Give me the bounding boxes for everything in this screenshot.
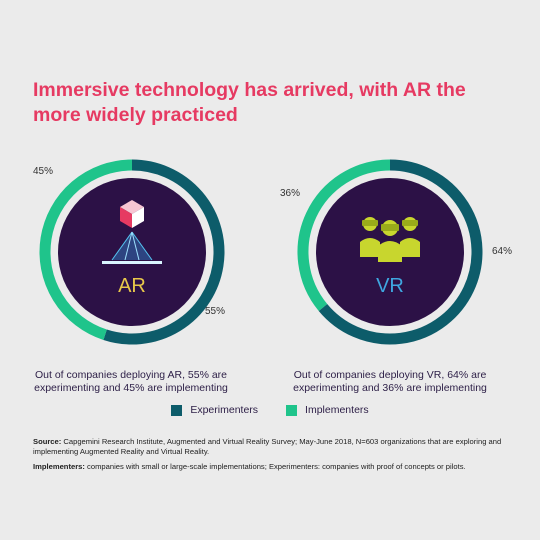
- vr-experimenters-percent: 64%: [492, 246, 513, 257]
- source-note: Source: Capgemini Research Institute, Au…: [33, 437, 502, 456]
- vr-implementers-arc: [297, 159, 391, 311]
- ar-implementers-percent: 45%: [33, 166, 54, 177]
- ar-donut-chart: AR: [39, 159, 225, 345]
- vr-experimenters-arc: [318, 159, 483, 345]
- ar-label: AR: [118, 275, 146, 297]
- legend-item-implementers: Implementers: [286, 404, 369, 416]
- ar-cube-projection-icon: [102, 200, 162, 264]
- implementers-swatch: [286, 404, 298, 416]
- experimenters-swatch: [171, 404, 183, 416]
- vr-caption: Out of companies deploying VR, 64% are e…: [293, 368, 487, 394]
- legend: Experimenters Implementers: [0, 404, 540, 416]
- vr-donut-chart: VR: [297, 159, 483, 345]
- ar-experimenters-percent: 55%: [205, 306, 226, 317]
- definition-note: Implementers: companies with small or la…: [33, 462, 466, 471]
- vr-label: VR: [376, 275, 404, 297]
- ar-implementers-arc: [39, 159, 133, 340]
- ar-experimenters-arc: [103, 159, 225, 345]
- legend-label-implementers: Implementers: [305, 404, 369, 416]
- legend-label-experimenters: Experimenters: [190, 404, 259, 416]
- ar-caption: Out of companies deploying AR, 55% are e…: [34, 368, 228, 394]
- vr-implementers-percent: 36%: [280, 188, 301, 199]
- vr-headset-people-icon: [360, 217, 420, 262]
- legend-item-experimenters: Experimenters: [171, 404, 258, 416]
- footnotes: Source: Capgemini Research Institute, Au…: [33, 437, 513, 477]
- page-title: Immersive technology has arrived, with A…: [33, 79, 466, 126]
